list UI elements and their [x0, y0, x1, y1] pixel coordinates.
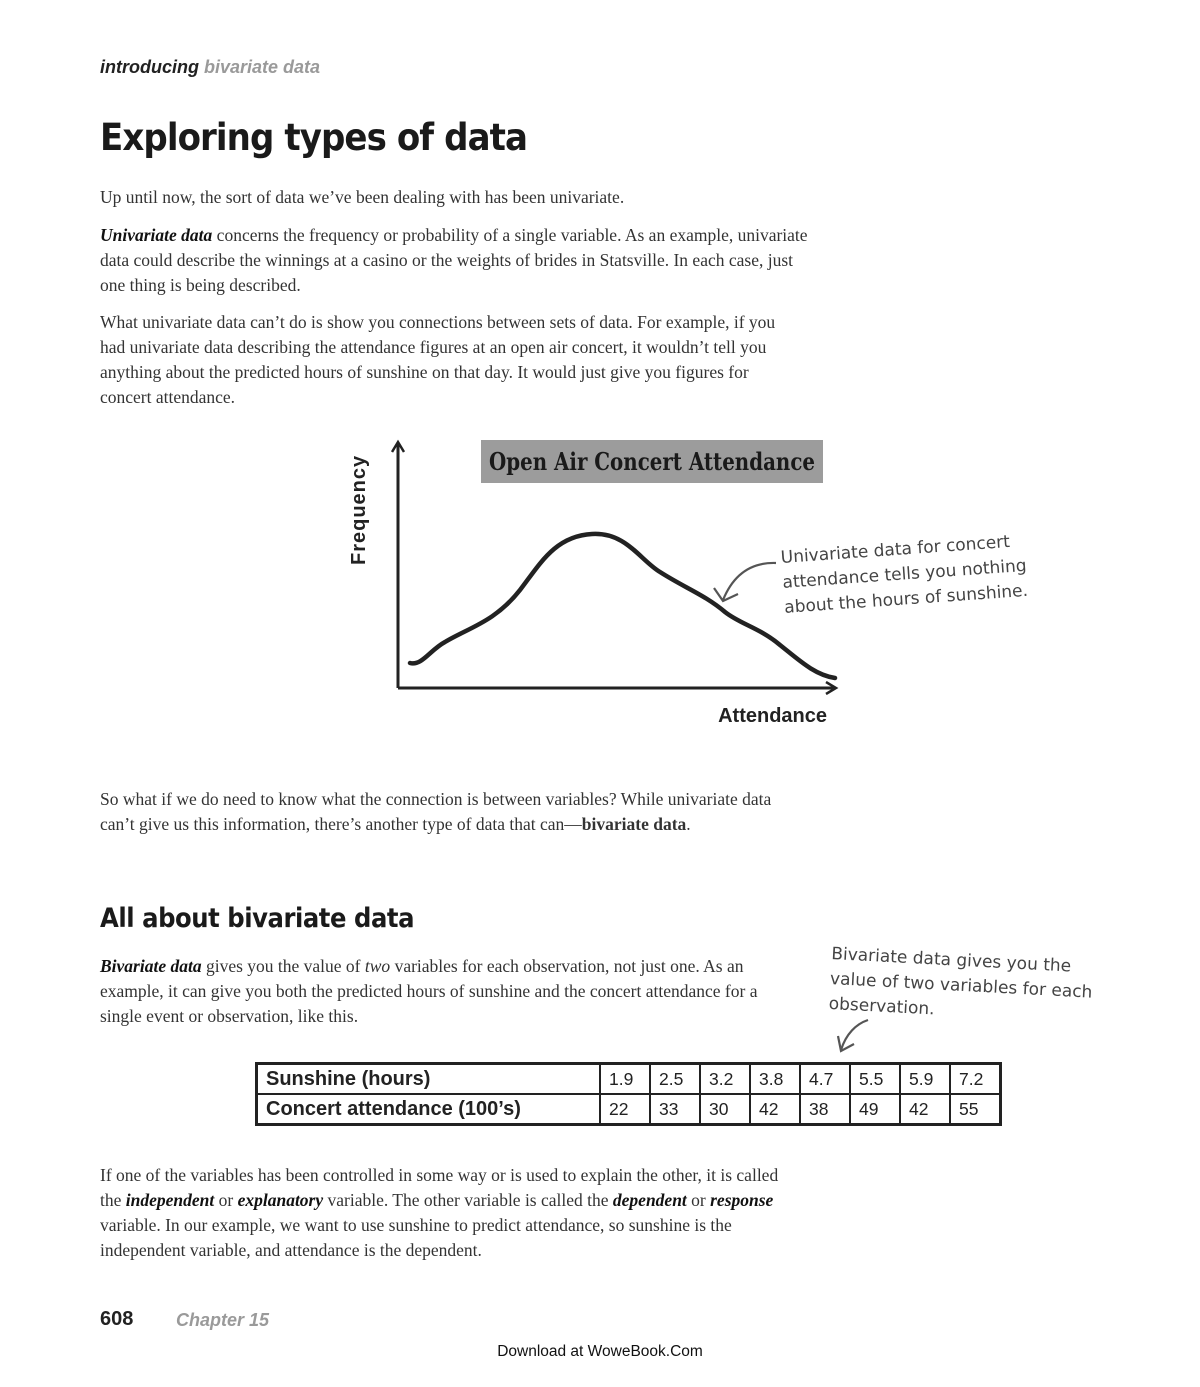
table-cell: 55 — [949, 1093, 1002, 1126]
connection-text: So what if we do need to know what the c… — [100, 789, 772, 834]
table-cell: 5.9 — [899, 1062, 951, 1095]
table-cell: 22 — [599, 1093, 651, 1126]
running-head: introducing bivariate data — [100, 57, 320, 78]
connection-paragraph: So what if we do need to know what the c… — [100, 789, 772, 834]
bivariate-table: Sunshine (hours) 1.9 2.5 3.2 3.8 4.7 5.5… — [255, 1062, 1002, 1126]
univariate-paragraph: Univariate data concerns the frequency o… — [100, 223, 810, 298]
response-term: response — [710, 1190, 774, 1210]
table-cell: 42 — [749, 1093, 801, 1126]
table-cell: 2.5 — [649, 1062, 701, 1095]
x-axis-label: Attendance — [718, 705, 827, 727]
table-cell: 33 — [649, 1093, 701, 1126]
frequency-curve — [407, 531, 838, 681]
table-cell: 42 — [899, 1093, 951, 1126]
table-cell: 3.2 — [699, 1062, 751, 1095]
explanatory-term: explanatory — [237, 1190, 324, 1210]
univariate-note: Univariate data for concert attendance t… — [780, 529, 1029, 621]
table-cell: 1.9 — [599, 1062, 651, 1095]
chart-title-box — [481, 440, 823, 483]
bivariate-term-bold: bivariate data — [581, 814, 687, 834]
table-cell: 49 — [849, 1093, 901, 1126]
section-heading: All about bivariate data — [100, 903, 415, 934]
row-label: Concert attendance (100’s) — [255, 1093, 601, 1126]
intro-paragraph: Up until now, the sort of data we’ve bee… — [100, 187, 625, 207]
attendance-chart: Open Air Concert Attendance Frequency At… — [348, 430, 850, 727]
variables-paragraph: If one of the variables has been control… — [100, 1165, 779, 1260]
y-axis-label: Frequency — [348, 455, 370, 565]
annotation-arrowhead — [713, 587, 739, 603]
univariate-term: Univariate data — [100, 225, 213, 245]
univariate-text: concerns the frequency or probability of… — [100, 225, 808, 295]
chart-title: Open Air Concert Attendance — [489, 447, 815, 476]
dependent-term: dependent — [612, 1190, 687, 1210]
table-cell: 3.8 — [749, 1062, 801, 1095]
table-cell: 7.2 — [949, 1062, 1002, 1095]
running-head-topic: bivariate data — [204, 57, 321, 77]
table-cell: 38 — [799, 1093, 851, 1126]
independent-term: independent — [125, 1190, 215, 1210]
table-cell: 30 — [699, 1093, 751, 1126]
bivariate-term: Bivariate data — [100, 956, 202, 976]
bivariate-paragraph: Bivariate data gives you the value of tw… — [100, 956, 758, 1026]
running-head-section: introducing — [100, 57, 199, 77]
table-cell: 4.7 — [799, 1062, 851, 1095]
page-number: 608 — [100, 1308, 134, 1330]
annotation-arrow — [721, 561, 777, 601]
row-label: Sunshine (hours) — [255, 1062, 601, 1095]
chapter-label: Chapter 15 — [176, 1310, 270, 1330]
page-title: Exploring types of data — [100, 116, 528, 159]
emphasis-two: two — [364, 956, 391, 976]
download-footer: Download at WoweBook.Com — [497, 1343, 703, 1360]
bivariate-note-arrow — [836, 1018, 869, 1053]
table-row: Concert attendance (100’s) 22 33 30 42 3… — [255, 1093, 1002, 1126]
table-row: Sunshine (hours) 1.9 2.5 3.2 3.8 4.7 5.5… — [255, 1062, 1002, 1095]
table-cell: 5.5 — [849, 1062, 901, 1095]
limits-paragraph: What univariate data can’t do is show yo… — [100, 312, 776, 407]
